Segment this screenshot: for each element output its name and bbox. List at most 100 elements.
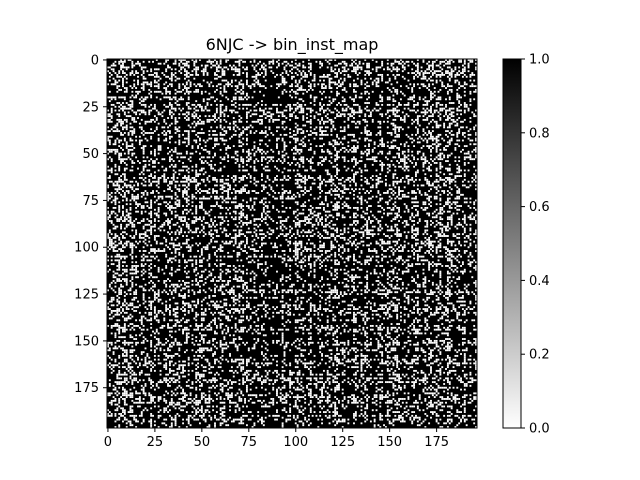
- heatmap-cell: [317, 162, 320, 164]
- heatmap-cell: [191, 152, 194, 155]
- heatmap-cell: [460, 103, 462, 106]
- heatmap-cell: [396, 223, 399, 226]
- heatmap-cell: [353, 135, 355, 138]
- heatmap-cell: [360, 66, 363, 69]
- heatmap-cell: [214, 64, 216, 67]
- heatmap-cell: [180, 59, 183, 61]
- heatmap-cell: [379, 205, 382, 207]
- heatmap-cell: [122, 214, 124, 217]
- heatmap-cell: [307, 120, 310, 123]
- heatmap-cell: [334, 158, 337, 161]
- heatmap-cell: [138, 109, 141, 112]
- heatmap-cell: [197, 120, 200, 123]
- heatmap-cell: [137, 62, 139, 65]
- heatmap-cell: [255, 158, 258, 161]
- heatmap-cell: [208, 214, 211, 217]
- heatmap-cell: [289, 118, 292, 121]
- heatmap-cell: [430, 137, 432, 140]
- heatmap-cell: [339, 148, 342, 151]
- heatmap-cell: [148, 60, 151, 63]
- heatmap-cell: [351, 223, 354, 226]
- heatmap-cell: [351, 178, 354, 181]
- heatmap-cell: [264, 221, 267, 224]
- heatmap-cell: [379, 177, 382, 179]
- heatmap-cell: [153, 148, 156, 151]
- heatmap-cell: [255, 75, 258, 78]
- heatmap-cell: [399, 197, 402, 200]
- heatmap-cell: [430, 96, 432, 99]
- heatmap-cell: [431, 143, 434, 146]
- heatmap-cell: [152, 132, 154, 134]
- heatmap-cell: [176, 128, 179, 131]
- heatmap-cell: [294, 201, 297, 204]
- heatmap-cell: [249, 115, 252, 118]
- heatmap-cell: [225, 107, 228, 110]
- heatmap-cell: [294, 90, 297, 93]
- heatmap-cell: [195, 141, 198, 144]
- heatmap-cell: [330, 120, 333, 123]
- heatmap-cell: [446, 72, 449, 74]
- heatmap-cell: [343, 70, 346, 73]
- heatmap-cell: [238, 68, 241, 71]
- heatmap-cell: [300, 180, 303, 183]
- heatmap-cell: [114, 81, 117, 84]
- heatmap-cell: [189, 180, 192, 183]
- heatmap-cell: [110, 107, 113, 110]
- heatmap-cell: [319, 60, 322, 63]
- heatmap-cell: [469, 156, 472, 159]
- heatmap-cell: [347, 133, 350, 136]
- heatmap-cell: [416, 210, 419, 213]
- heatmap-cell: [261, 190, 263, 192]
- heatmap-cell: [465, 197, 468, 200]
- heatmap-cell: [445, 98, 447, 101]
- heatmap-cell: [296, 169, 299, 172]
- heatmap-cell: [206, 109, 209, 112]
- heatmap-cell: [174, 191, 177, 194]
- heatmap-cell: [371, 186, 374, 189]
- heatmap-cell: [403, 195, 406, 198]
- heatmap-cell: [127, 150, 130, 153]
- heatmap-cell: [257, 191, 260, 194]
- heatmap-cell: [300, 156, 303, 159]
- heatmap-cell: [185, 88, 188, 91]
- heatmap-cell: [184, 137, 186, 140]
- heatmap-cell: [390, 191, 393, 194]
- heatmap-cell: [321, 156, 323, 159]
- heatmap-cell: [394, 115, 397, 118]
- heatmap-cell: [336, 208, 339, 211]
- heatmap-cell: [354, 68, 357, 71]
- heatmap-cell: [379, 94, 382, 97]
- heatmap-cell: [463, 156, 466, 159]
- heatmap-cell: [334, 190, 337, 192]
- heatmap-cell: [420, 147, 423, 149]
- heatmap-cell: [266, 169, 269, 172]
- heatmap-cell: [157, 148, 160, 151]
- heatmap-cell: [165, 167, 168, 170]
- heatmap-cell: [336, 203, 339, 206]
- heatmap-cell: [353, 111, 355, 114]
- heatmap-cell: [469, 206, 472, 209]
- heatmap-cell: [369, 132, 372, 134]
- heatmap-cell: [439, 186, 442, 189]
- heatmap-cell: [195, 178, 198, 181]
- heatmap-cell: [242, 87, 245, 89]
- heatmap-cell: [461, 225, 464, 228]
- heatmap-cell: [247, 205, 250, 207]
- heatmap-cell: [353, 113, 355, 116]
- heatmap-cell: [219, 178, 222, 181]
- heatmap-cell: [336, 152, 339, 155]
- heatmap-cell: [463, 184, 466, 187]
- heatmap-cell: [163, 109, 166, 112]
- heatmap-cell: [174, 184, 177, 187]
- heatmap-cell: [107, 66, 109, 69]
- heatmap-cell: [351, 115, 354, 118]
- heatmap-cell: [371, 195, 374, 198]
- chart-title: 6NJC -> bin_inst_map: [206, 35, 379, 55]
- heatmap-cell: [351, 150, 354, 153]
- heatmap-cell: [148, 111, 151, 114]
- heatmap-cell: [403, 77, 406, 80]
- heatmap-cell: [413, 94, 416, 97]
- heatmap-cell: [311, 225, 314, 228]
- heatmap-cell: [108, 180, 111, 183]
- heatmap-cell: [163, 223, 166, 226]
